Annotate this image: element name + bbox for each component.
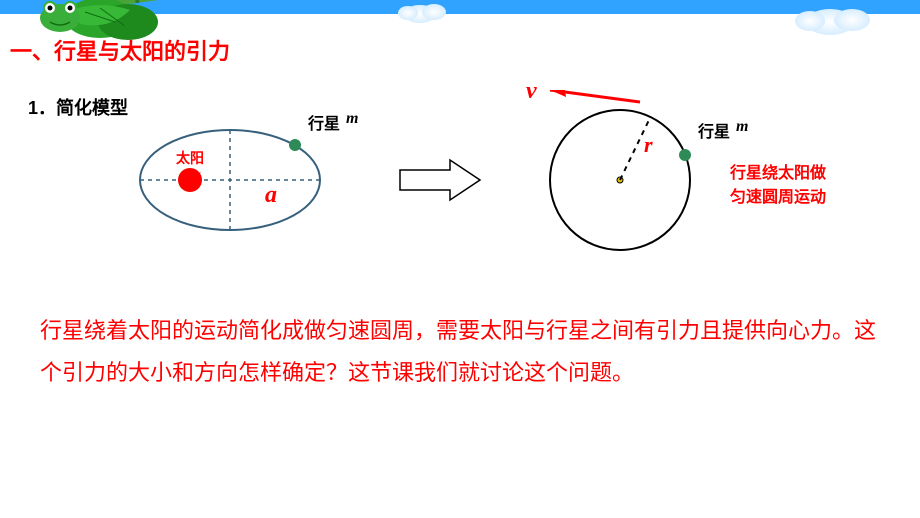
sun-mass-label: M xyxy=(186,170,200,188)
caption-line2: 匀速圆周运动 xyxy=(730,186,826,210)
ellipse-planet-dot xyxy=(289,139,301,151)
ellipse-orbit xyxy=(140,130,320,230)
sub-item-label: 1．简化模型 xyxy=(28,94,128,120)
velocity-arrow xyxy=(550,90,640,102)
circle-planet-label: 行星 xyxy=(698,118,730,142)
frog-icon xyxy=(40,1,80,32)
block-arrow xyxy=(400,160,480,200)
circle-orbit xyxy=(550,90,691,250)
circle-planet-mass: m xyxy=(736,118,748,136)
section-header: 一、行星与太阳的引力 xyxy=(10,34,230,66)
ellipse-planet-mass: m xyxy=(346,110,358,128)
circle-planet-dot xyxy=(679,149,691,161)
top-banner xyxy=(0,0,920,30)
body-paragraph: 行星绕着太阳的运动简化成做匀速圆周，需要太阳与行星之间有引力且提供向心力。这个引… xyxy=(40,310,880,394)
cloud-left xyxy=(398,4,446,23)
sun-label: 太阳 xyxy=(176,148,204,168)
circle-caption: 行星绕太阳做 匀速圆周运动 xyxy=(730,162,826,210)
ellipse-planet-label: 行星 xyxy=(308,110,340,134)
caption-line1: 行星绕太阳做 xyxy=(730,162,826,186)
radius-label: r xyxy=(644,132,653,158)
cloud-right xyxy=(795,9,870,35)
semi-major-label: a xyxy=(265,182,277,209)
diagram-area: 太阳 M 行星 m a v r 行星 m 行星绕太阳做 匀速圆周运动 xyxy=(130,90,890,270)
velocity-label: v xyxy=(526,78,537,105)
